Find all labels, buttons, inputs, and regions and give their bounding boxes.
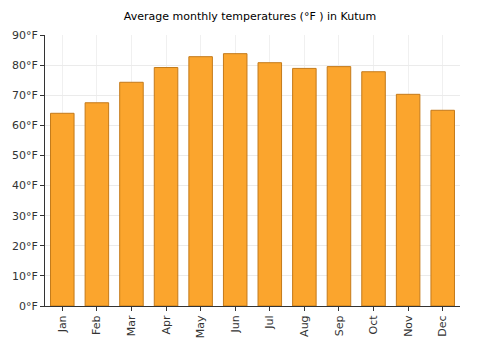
svg-text:80°F: 80°F (12, 59, 38, 72)
svg-text:30°F: 30°F (12, 210, 38, 223)
svg-text:Oct: Oct (367, 315, 380, 335)
svg-text:Nov: Nov (402, 315, 415, 337)
svg-text:10°F: 10°F (12, 270, 38, 283)
svg-text:Average monthly temperatures (: Average monthly temperatures (°F ) in Ku… (124, 10, 376, 23)
svg-text:70°F: 70°F (12, 89, 38, 102)
svg-text:50°F: 50°F (12, 149, 38, 162)
svg-text:40°F: 40°F (12, 179, 38, 192)
svg-text:Apr: Apr (160, 315, 173, 335)
svg-text:May: May (194, 315, 207, 338)
svg-text:Jun: Jun (229, 315, 242, 333)
svg-text:0°F: 0°F (19, 300, 38, 313)
svg-text:Mar: Mar (125, 315, 138, 336)
svg-text:Dec: Dec (436, 315, 449, 336)
svg-text:Sep: Sep (333, 315, 346, 336)
svg-text:90°F: 90°F (12, 29, 38, 42)
svg-text:Jul: Jul (263, 315, 276, 329)
svg-text:Aug: Aug (298, 315, 311, 336)
svg-text:Jan: Jan (56, 315, 69, 333)
svg-text:Feb: Feb (90, 315, 103, 334)
svg-text:60°F: 60°F (12, 119, 38, 132)
svg-text:20°F: 20°F (12, 240, 38, 253)
